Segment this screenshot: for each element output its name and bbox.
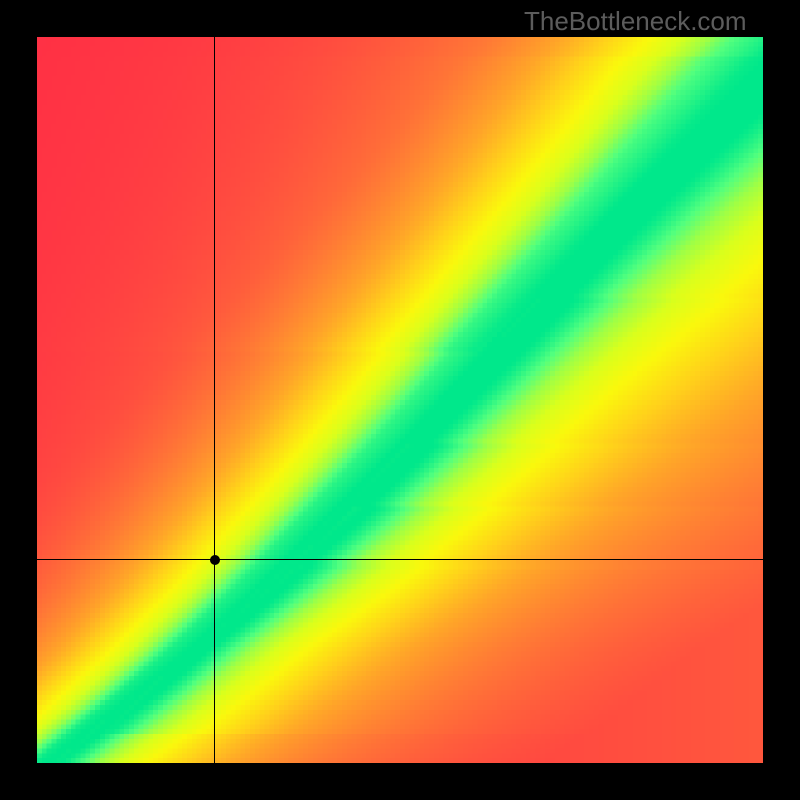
bottleneck-heatmap bbox=[37, 37, 763, 763]
crosshair-vertical bbox=[214, 37, 215, 763]
chart-container: TheBottleneck.com bbox=[0, 0, 800, 800]
marker-dot bbox=[210, 555, 220, 565]
watermark-text: TheBottleneck.com bbox=[524, 6, 747, 37]
crosshair-horizontal bbox=[37, 559, 763, 560]
